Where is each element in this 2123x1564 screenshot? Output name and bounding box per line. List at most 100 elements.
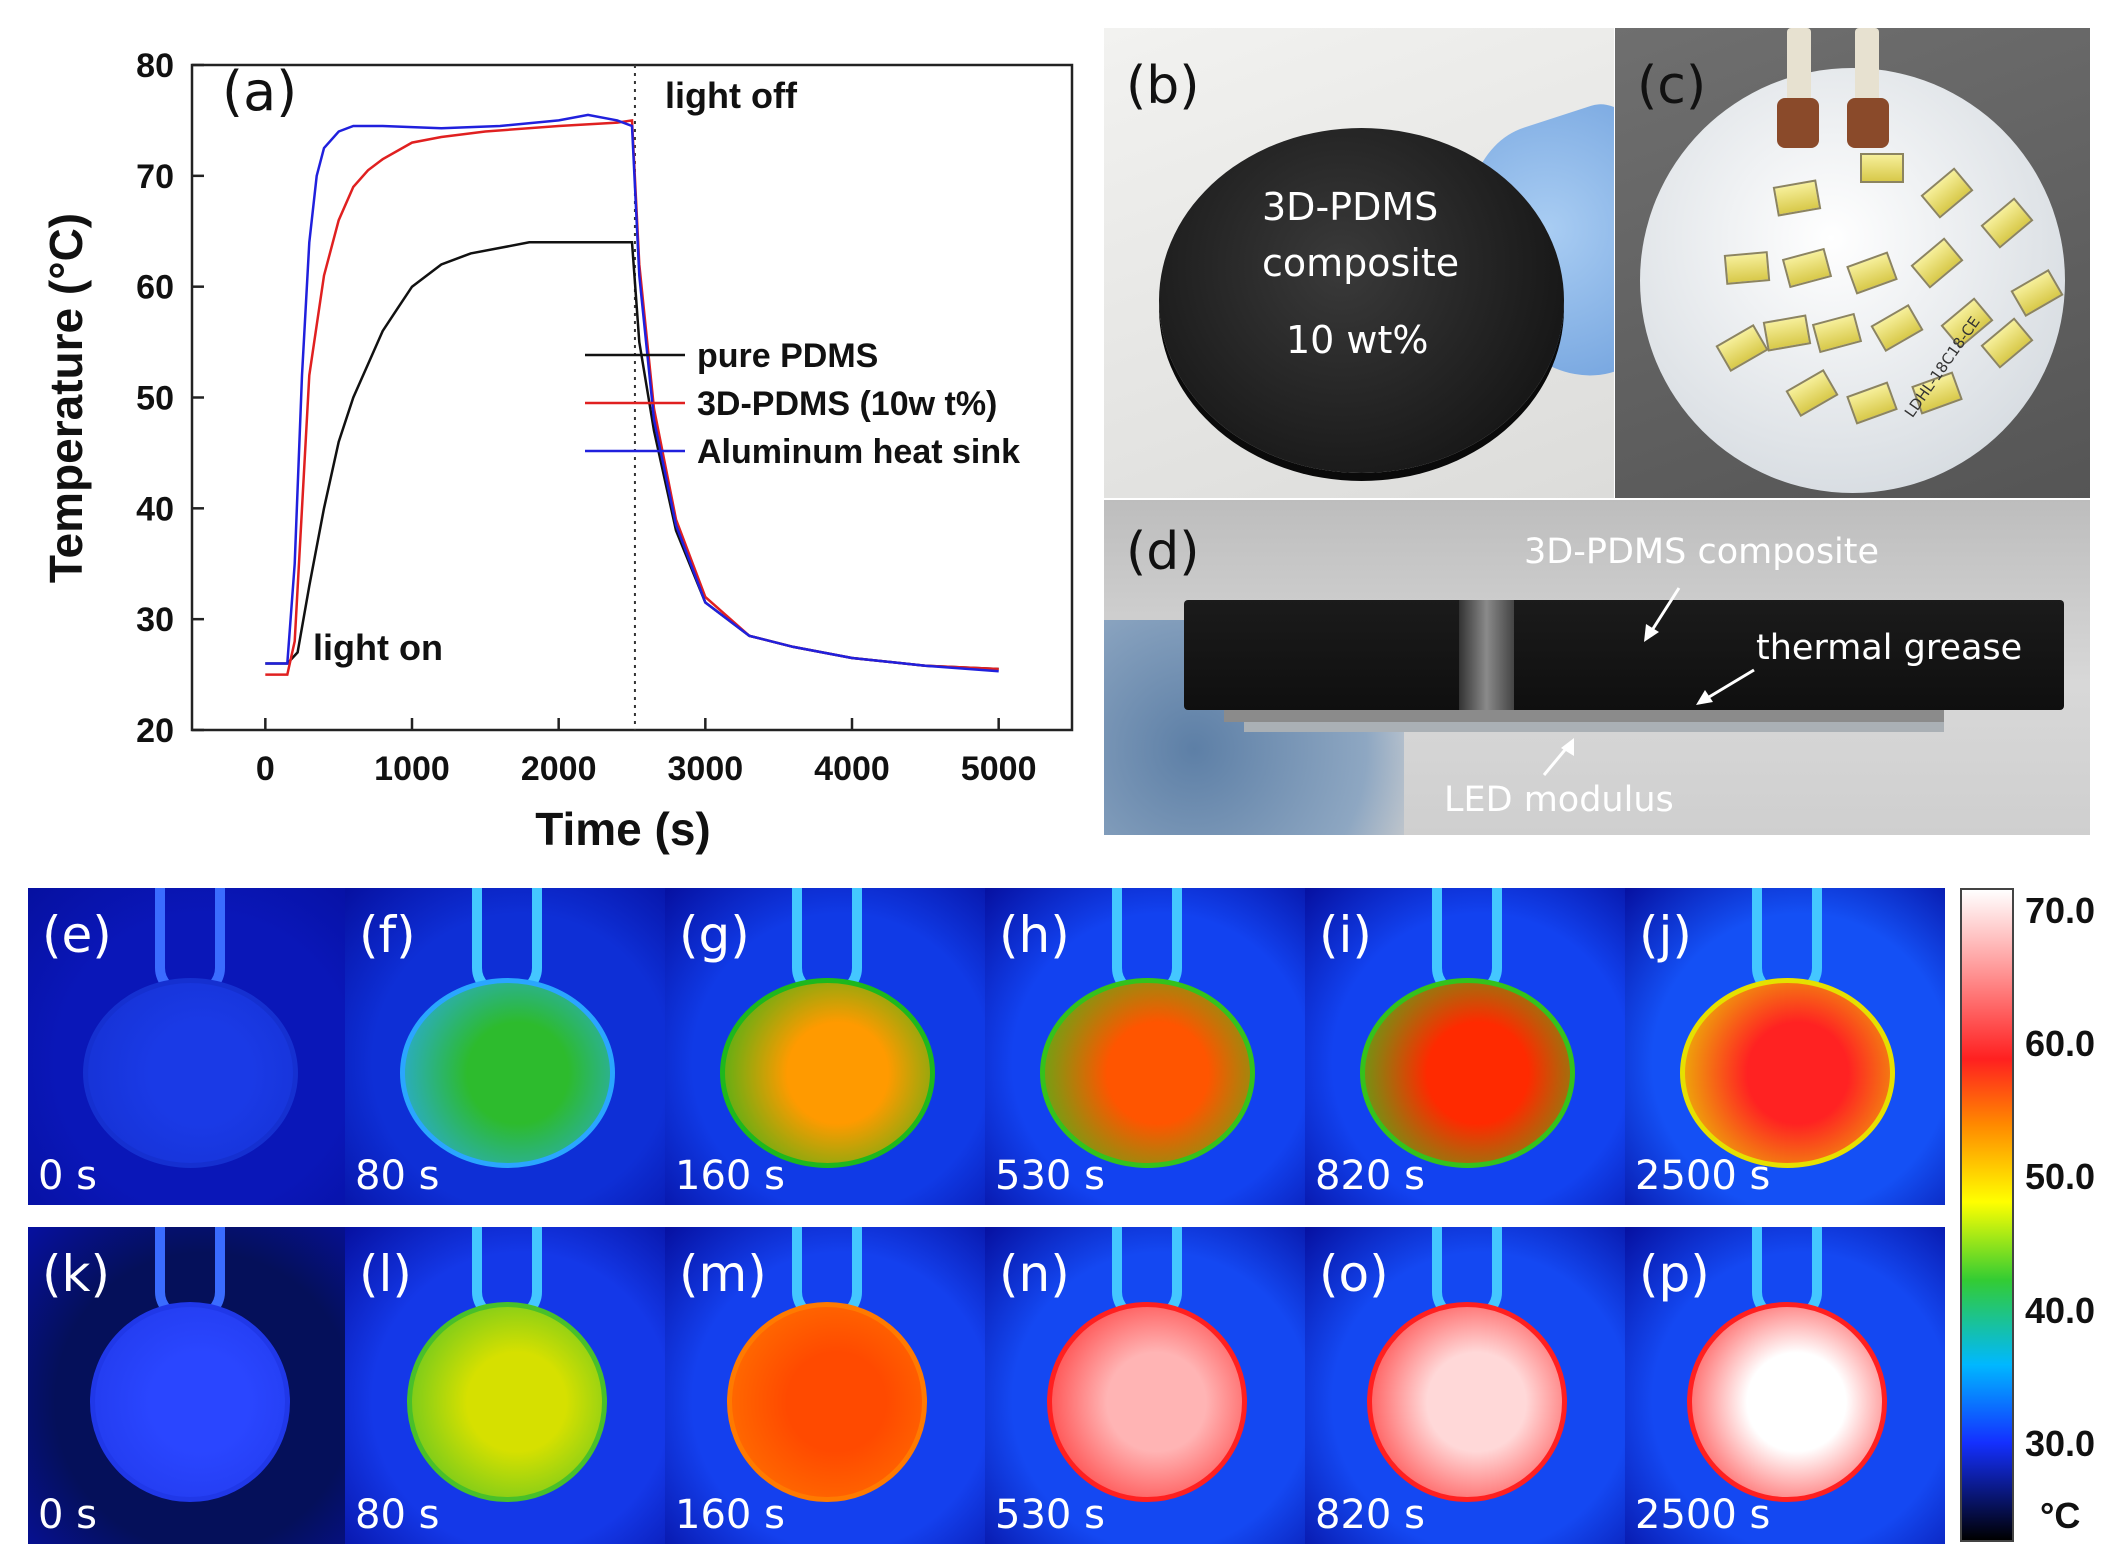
disc-text-line2: composite <box>1262 241 1460 285</box>
series-line-2 <box>265 113 999 673</box>
ir-panel-label: (i) <box>1319 906 1372 964</box>
chart-legend: pure PDMS 3D-PDMS (10w t%) Aluminum heat s… <box>585 337 1020 471</box>
ir-panel-label: (j) <box>1639 906 1692 964</box>
ir-heat-disc <box>1367 1302 1567 1502</box>
solder-right <box>1847 98 1889 148</box>
arrow-grease-head <box>1696 690 1713 705</box>
ir-time-label: 820 s <box>1315 1492 1425 1538</box>
ir-panel-label: (p) <box>1639 1245 1710 1303</box>
composite-callout: 3D-PDMS composite <box>1524 532 1880 572</box>
ir-panel-label: (o) <box>1319 1245 1389 1303</box>
temperature-colorbar <box>1960 888 2014 1542</box>
legend-label-2: Aluminum heat sink <box>697 433 1020 471</box>
panel-c-label: (c) <box>1637 56 1707 116</box>
colorbar-tick-30: 30.0 <box>2025 1423 2096 1464</box>
callout-arrows <box>1542 587 1755 776</box>
ir-image-f: (f) 80 s <box>345 888 665 1205</box>
ir-time-label: 160 s <box>675 1492 785 1538</box>
ir-time-label: 2500 s <box>1635 1153 1771 1199</box>
led-chip <box>1860 153 1904 183</box>
x-axis-label: Time (s) <box>535 803 711 855</box>
ir-heat-disc <box>719 978 935 1168</box>
legend-label-1: 3D-PDMS (10w t%) <box>697 385 997 423</box>
led-chip <box>1723 251 1771 285</box>
ir-image-m: (m) 160 s <box>665 1227 985 1544</box>
legend-label-0: pure PDMS <box>697 337 878 375</box>
solder-left <box>1777 98 1819 148</box>
chart-panel-label: (a) <box>222 60 297 123</box>
x-tick-label-4: 4000 <box>814 750 890 788</box>
led-board-layer <box>1244 722 1944 732</box>
x-tick-label-5: 5000 <box>961 750 1037 788</box>
colorbar-tick-60: 60.0 <box>2025 1023 2096 1064</box>
grease-callout: thermal grease <box>1756 628 2023 668</box>
light-off-text: light off <box>665 75 798 116</box>
ir-time-label: 0 s <box>38 1153 98 1199</box>
ir-image-k: (k) 0 s <box>28 1227 348 1544</box>
ir-heat-disc <box>1359 978 1575 1168</box>
grease-layer <box>1224 710 1944 722</box>
colorbar-tick-40: 40.0 <box>2025 1290 2096 1331</box>
ir-image-i: (i) 820 s <box>1305 888 1625 1205</box>
ir-image-o: (o) 820 s <box>1305 1227 1625 1544</box>
ir-heat-disc <box>1679 978 1895 1168</box>
ir-image-p: (p) 2500 s <box>1625 1227 1945 1544</box>
ir-panel-label: (f) <box>359 906 416 964</box>
y-tick-label-2: 40 <box>136 490 174 528</box>
colorbar-tick-70: 70.0 <box>2025 890 2096 931</box>
ir-time-label: 530 s <box>995 1492 1105 1538</box>
colorbar-tick-50: 50.0 <box>2025 1156 2096 1197</box>
ir-panel-label: (h) <box>999 906 1070 964</box>
slab-highlight <box>1459 600 1514 710</box>
ir-heat-disc <box>727 1302 927 1502</box>
ir-image-j: (j) 2500 s <box>1625 888 1945 1205</box>
panel-b-label: (b) <box>1126 56 1200 116</box>
ir-time-label: 160 s <box>675 1153 785 1199</box>
y-tick-label-5: 70 <box>136 158 174 196</box>
ir-panel-label: (g) <box>679 906 750 964</box>
cross-section-photo: (d) 3D-PDMS composite thermal grease LED… <box>1104 500 2090 835</box>
ir-image-g: (g) 160 s <box>665 888 985 1205</box>
ir-time-label: 80 s <box>355 1153 440 1199</box>
ir-heat-disc <box>82 978 298 1168</box>
disc-text-line3: 10 wt% <box>1286 318 1429 362</box>
y-tick-label-6: 80 <box>136 47 174 85</box>
ir-panel-label: (m) <box>679 1245 767 1303</box>
ir-panel-label: (k) <box>42 1245 110 1303</box>
ir-panel-label: (l) <box>359 1245 412 1303</box>
ir-image-e: (e) 0 s <box>28 888 348 1205</box>
x-tick-label-2: 2000 <box>521 750 597 788</box>
composite-disc-photo: (b) 3D-PDMS composite 10 wt% <box>1104 28 1614 498</box>
y-axis-label: Temperature (°C) <box>40 213 92 583</box>
panel-d-label: (d) <box>1126 522 1200 582</box>
ir-image-l: (l) 80 s <box>345 1227 665 1544</box>
black-disc <box>1159 128 1564 473</box>
ir-heat-disc <box>90 1302 290 1502</box>
colorbar-unit: °C <box>2040 1495 2081 1536</box>
arrow-composite <box>1647 587 1681 636</box>
y-tick-label-0: 20 <box>136 712 174 750</box>
ir-panel-label: (n) <box>999 1245 1070 1303</box>
x-tick-label-1: 1000 <box>374 750 450 788</box>
ir-heat-disc <box>407 1302 607 1502</box>
x-tick-label-0: 0 <box>256 750 275 788</box>
ir-time-label: 2500 s <box>1635 1492 1771 1538</box>
arrow-led-head <box>1561 738 1574 756</box>
arrow-grease <box>1703 668 1755 702</box>
ir-heat-disc <box>1039 978 1255 1168</box>
led-board-photo: (c) LDHL-18C18-CE <box>1615 28 2090 498</box>
composite-slab <box>1184 600 2064 710</box>
x-tick-label-3: 3000 <box>668 750 744 788</box>
y-tick-label-3: 50 <box>136 380 174 418</box>
light-on-text: light on <box>313 627 443 668</box>
ir-image-n: (n) 530 s <box>985 1227 1305 1544</box>
ir-heat-disc <box>1687 1302 1887 1502</box>
ir-time-label: 80 s <box>355 1492 440 1538</box>
y-tick-label-1: 30 <box>136 601 174 639</box>
y-tick-label-4: 60 <box>136 269 174 307</box>
ir-image-h: (h) 530 s <box>985 888 1305 1205</box>
ir-time-label: 530 s <box>995 1153 1105 1199</box>
disc-text-line1: 3D-PDMS <box>1262 185 1439 229</box>
ir-time-label: 820 s <box>1315 1153 1425 1199</box>
